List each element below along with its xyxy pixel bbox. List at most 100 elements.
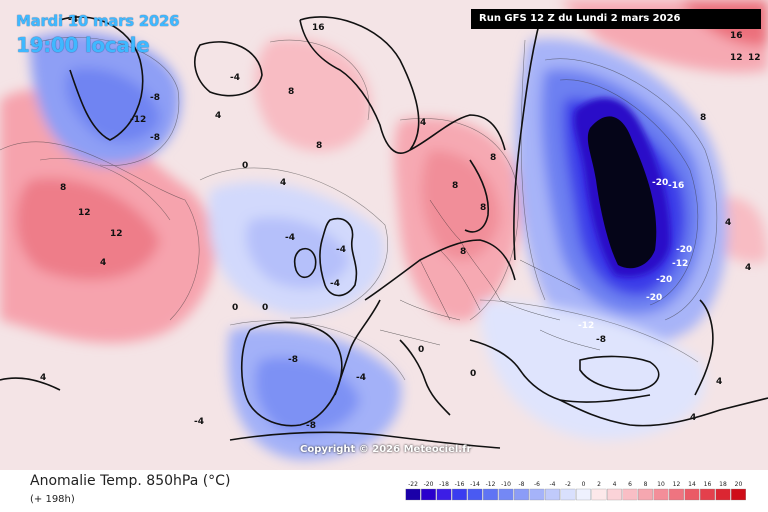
borders (379, 199, 601, 351)
legend-label: -10 (501, 481, 511, 488)
contour-label: -12 (130, 115, 146, 125)
legend-label: 16 (704, 481, 712, 488)
contour-label: -8 (596, 335, 606, 345)
coastlines (0, 16, 768, 449)
contour-labels: -4 -8 -12 -8 -4 0 4 8 12 16 8 4 8 4 0 8 … (40, 15, 761, 431)
legend-swatch (498, 488, 514, 501)
contour-label: 12 (110, 229, 123, 239)
legend-swatch (576, 488, 591, 501)
contour-label: -4 (285, 233, 295, 243)
contour-label: 4 (215, 111, 221, 121)
legend-label: -14 (470, 481, 480, 488)
legend-swatch (653, 488, 669, 501)
contour-label: -4 (230, 73, 240, 83)
forecast-date: Mardi 10 mars 2026 (16, 12, 180, 30)
legend-label: -22 (408, 481, 418, 488)
legend-swatch (483, 488, 498, 501)
legend-label: -18 (439, 481, 449, 488)
contour-label: -4 (194, 417, 204, 427)
contour-label: 8 (316, 141, 322, 151)
legend-label: 12 (673, 481, 681, 488)
contour-label: -20 (652, 178, 668, 188)
legend-swatch (607, 488, 622, 501)
cold-core-extreme (587, 116, 657, 269)
contour-label: 8 (700, 113, 706, 123)
contour-label: -20 (656, 275, 672, 285)
color-legend: -22 -20 -18 -16 -14 -12 -10 -8 -6 -4 -2 0 2 4 6 8 10 12 14… (405, 481, 746, 501)
copyright: Copyright © 2026 Meteociel.fr (300, 444, 472, 455)
contour-label: 8 (490, 153, 496, 163)
legend-label: -4 (550, 481, 556, 488)
legend-label: -6 (534, 481, 540, 488)
legend-swatch (731, 488, 746, 501)
legend-swatch (669, 488, 684, 501)
legend-swatch (560, 488, 576, 501)
contour-label: 12 (78, 208, 91, 218)
legend-swatch (700, 488, 715, 501)
contour-label: 0 (470, 369, 476, 379)
legend-label: 2 (597, 481, 601, 488)
legend-label: 6 (628, 481, 632, 488)
contour-label: -20 (646, 293, 662, 303)
contour-label: 8 (480, 203, 486, 213)
contour-label: 4 (100, 258, 106, 268)
contour-label: 4 (280, 178, 286, 188)
legend-label: 18 (719, 481, 727, 488)
contour-label: 0 (262, 303, 268, 313)
legend-label: -20 (424, 481, 434, 488)
legend-label: -8 (519, 481, 525, 488)
map-canvas: -4 -8 -12 -8 -4 0 4 8 12 16 8 4 8 4 0 8 … (0, 0, 768, 470)
legend-label: 0 (582, 481, 586, 488)
contour-label: -12 (672, 259, 688, 269)
legend-swatch (684, 488, 700, 501)
legend-swatch (436, 488, 452, 501)
contour-label: 4 (690, 413, 696, 423)
contour-label: 0 (242, 161, 248, 171)
contour-label: 8 (60, 183, 66, 193)
contour-label: -4 (330, 279, 340, 289)
legend-swatch (467, 488, 483, 501)
legend-swatch (452, 488, 467, 501)
legend-label: -12 (486, 481, 496, 488)
contour-label: -4 (356, 373, 366, 383)
contour-label: 4 (40, 373, 46, 383)
legend-label: 4 (613, 481, 617, 488)
legend-label: 20 (735, 481, 743, 488)
contour-label: 0 (232, 303, 238, 313)
legend-swatch (545, 488, 560, 501)
legend-label: -16 (455, 481, 465, 488)
contour-label: -4 (336, 245, 346, 255)
legend-swatch (638, 488, 653, 501)
contour-label: 12 (730, 53, 743, 63)
legend-label: 14 (688, 481, 696, 488)
contour-label: -8 (150, 133, 160, 143)
anomaly-map: -4 -8 -12 -8 -4 0 4 8 12 16 8 4 8 4 0 8 … (0, 0, 768, 470)
legend-swatch (715, 488, 731, 501)
contour-label: -8 (306, 421, 316, 431)
isotherms (0, 37, 718, 381)
contour-label: 4 (725, 218, 731, 228)
legend-swatch (529, 488, 545, 501)
contour-label: 4 (745, 263, 751, 273)
contour-label: 16 (312, 23, 325, 33)
contour-label: -8 (150, 93, 160, 103)
legend-label: 10 (657, 481, 665, 488)
contour-label: 4 (716, 377, 722, 387)
map-title: Anomalie Temp. 850hPa (°C) (30, 473, 231, 489)
legend-swatch (405, 488, 421, 501)
contour-label: 12 (748, 53, 761, 63)
forecast-time: 19:00 locale (16, 33, 150, 57)
legend-swatch (514, 488, 529, 501)
legend-swatch (591, 488, 607, 501)
legend-swatch (421, 488, 436, 501)
legend-label: 8 (644, 481, 648, 488)
contour-label: -4 (68, 15, 78, 25)
contour-label: 4 (420, 118, 426, 128)
contour-label: -8 (288, 355, 298, 365)
contour-label: 16 (730, 31, 743, 41)
contour-label: -12 (578, 321, 594, 331)
contour-label: 0 (418, 345, 424, 355)
map-subtitle: (+ 198h) (30, 494, 75, 505)
contour-label: 8 (288, 87, 294, 97)
contour-label: -20 (676, 245, 692, 255)
